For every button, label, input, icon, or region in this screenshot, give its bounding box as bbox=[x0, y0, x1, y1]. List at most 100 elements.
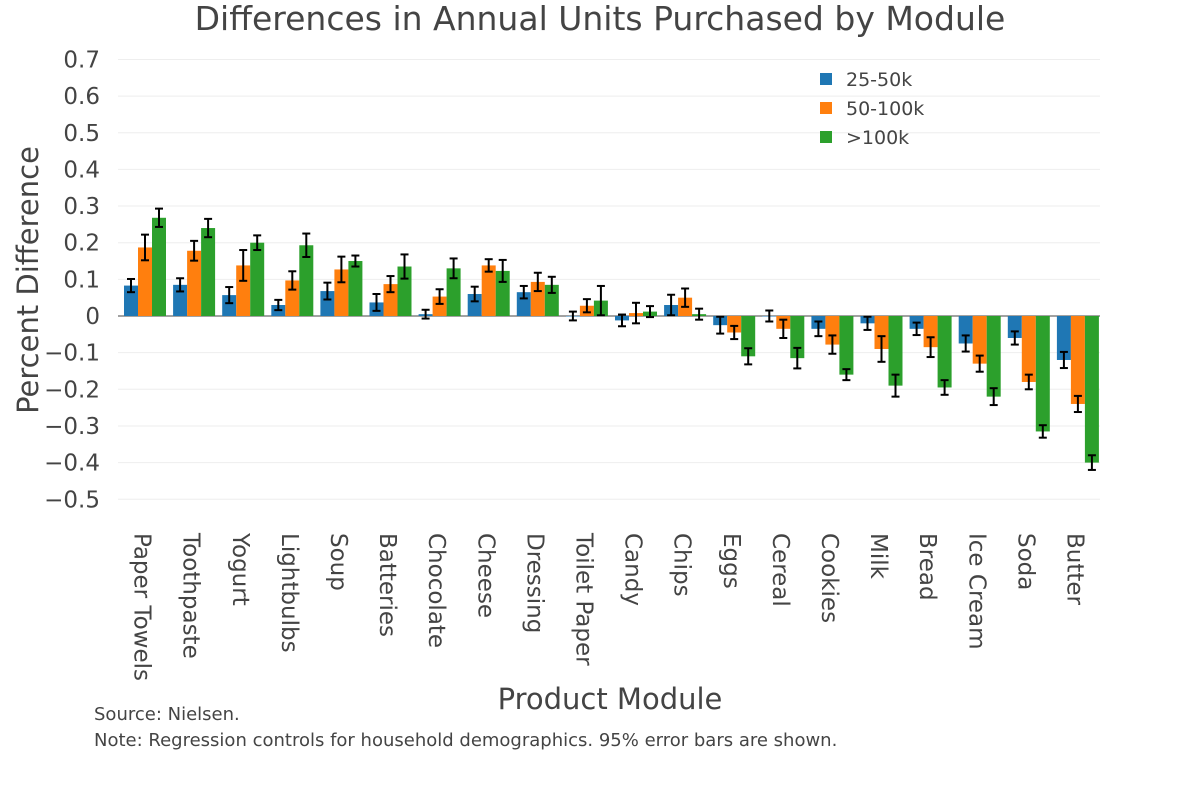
error-bar-bread-50-100k bbox=[926, 336, 935, 359]
x-tick-label-toothpaste: Toothpaste bbox=[178, 532, 204, 659]
error-bar-batteries-100k bbox=[400, 253, 409, 280]
error-bar-bread-25-50k bbox=[912, 321, 921, 337]
error-bar-yogurt-50-100k bbox=[239, 249, 248, 282]
error-bar-cookies-25-50k bbox=[814, 320, 823, 338]
error-bar-chocolate-100k bbox=[449, 257, 458, 280]
x-tick-label-chocolate: Chocolate bbox=[423, 533, 449, 648]
x-tick-label-cereal: Cereal bbox=[767, 533, 793, 607]
error-bar-cheese-25-50k bbox=[470, 285, 479, 303]
bar-soda-100k bbox=[1035, 316, 1050, 432]
error-bar-bread-100k bbox=[940, 379, 949, 396]
x-tick-label-butter: Butter bbox=[1061, 533, 1087, 606]
error-bar-butter-50-100k bbox=[1073, 394, 1082, 414]
error-bar-chocolate-50-100k bbox=[435, 288, 444, 305]
error-bar-toothpaste-50-100k bbox=[190, 239, 199, 262]
legend-swatch-25-50k bbox=[820, 73, 832, 85]
grid-lines bbox=[118, 58, 1100, 500]
x-tick-label-yogurt: Yogurt bbox=[227, 532, 253, 606]
x-axis-title: Product Module bbox=[498, 682, 723, 716]
error-bar-yogurt-100k bbox=[253, 234, 262, 252]
y-tick-label: 0.1 bbox=[63, 267, 100, 293]
legend: 25-50k 50-100k >100k bbox=[820, 69, 924, 149]
error-bar-cereal-25-50k bbox=[765, 309, 774, 323]
source-note: Source: Nielsen. bbox=[94, 704, 240, 725]
error-bar-dressing-25-50k bbox=[519, 284, 528, 300]
y-axis-title: Percent Difference bbox=[11, 146, 45, 414]
error-bar-ice-cream-25-50k bbox=[961, 334, 970, 353]
bar-ice-cream-25-50k bbox=[958, 316, 973, 344]
y-tick-label: −0.4 bbox=[44, 451, 100, 477]
bar-soup-50-100k bbox=[334, 269, 349, 316]
error-bar-butter-25-50k bbox=[1059, 350, 1068, 370]
error-bar-eggs-50-100k bbox=[730, 324, 739, 341]
bar-paper-towels-25-50k bbox=[124, 285, 138, 316]
y-tick-label: 0 bbox=[85, 304, 100, 330]
x-tick-label-ice-cream: Ice Cream bbox=[963, 533, 989, 650]
error-bar-yogurt-25-50k bbox=[225, 286, 234, 305]
bar-milk-100k bbox=[888, 316, 903, 386]
bar-soup-25-50k bbox=[320, 291, 335, 316]
error-bar-cheese-100k bbox=[498, 258, 507, 283]
bar-paper-towels-100k bbox=[152, 217, 166, 316]
error-bar-chips-50-100k bbox=[681, 287, 690, 308]
bar-milk-50-100k bbox=[874, 316, 889, 349]
bar-toothpaste-50-100k bbox=[187, 250, 202, 316]
x-tick-label-chips: Chips bbox=[669, 533, 695, 597]
error-bar-lightbulbs-100k bbox=[302, 232, 311, 258]
y-tick-label: 0.6 bbox=[63, 84, 100, 110]
legend-label-50-100k: 50-100k bbox=[846, 98, 924, 120]
bar-eggs-100k bbox=[741, 316, 756, 357]
bar-soda-25-50k bbox=[1007, 316, 1022, 338]
bar-chocolate-50-100k bbox=[432, 296, 447, 316]
bar-ice-cream-50-100k bbox=[972, 316, 987, 364]
error-bar-milk-100k bbox=[891, 373, 900, 398]
x-tick-label-eggs: Eggs bbox=[718, 533, 744, 589]
error-bar-eggs-25-50k bbox=[716, 315, 725, 335]
x-tick-label-milk: Milk bbox=[865, 533, 891, 580]
error-bar-candy-100k bbox=[646, 305, 654, 319]
x-tick-label-cookies: Cookies bbox=[816, 533, 842, 623]
bar-chocolate-100k bbox=[446, 268, 461, 316]
y-tick-label: 0.4 bbox=[63, 157, 100, 183]
error-bar-chips-25-50k bbox=[667, 293, 676, 317]
error-bar-ice-cream-100k bbox=[989, 387, 998, 407]
y-tick-label: 0.3 bbox=[63, 194, 100, 220]
bar-paper-towels-50-100k bbox=[138, 247, 152, 316]
bar-butter-100k bbox=[1084, 316, 1099, 463]
bar-butter-25-50k bbox=[1056, 316, 1071, 360]
x-tick-label-bread: Bread bbox=[914, 533, 940, 601]
bar-cheese-25-50k bbox=[467, 294, 482, 316]
error-bar-soda-25-50k bbox=[1010, 330, 1019, 346]
x-tick-label-cheese: Cheese bbox=[472, 533, 498, 618]
bar-butter-50-100k bbox=[1070, 316, 1085, 404]
error-bar-toilet-paper-25-50k bbox=[568, 310, 577, 322]
x-tick-label-lightbulbs: Lightbulbs bbox=[276, 533, 302, 653]
error-bar-chips-100k bbox=[695, 307, 704, 321]
error-bar-cereal-100k bbox=[793, 346, 802, 370]
error-bar-toothpaste-100k bbox=[204, 217, 213, 239]
legend-swatch-50-100k bbox=[820, 102, 832, 114]
x-tick-label-soup: Soup bbox=[325, 533, 351, 591]
bar-soup-100k bbox=[348, 261, 363, 316]
bar-yogurt-50-100k bbox=[236, 265, 251, 316]
y-tick-label: −0.3 bbox=[44, 414, 100, 440]
bar-yogurt-100k bbox=[250, 242, 265, 316]
error-bar-paper-towels-100k bbox=[155, 207, 163, 228]
x-axis-ticks: Paper Towels Toothpaste Yogurt Lightbulbs So… bbox=[129, 532, 1088, 681]
legend-label-100k-plus: >100k bbox=[846, 127, 909, 149]
error-bar-soup-50-100k bbox=[337, 255, 346, 284]
error-bar-dressing-50-100k bbox=[533, 271, 542, 293]
bar-soda-50-100k bbox=[1021, 316, 1036, 382]
error-bar-lightbulbs-25-50k bbox=[274, 298, 283, 312]
y-tick-label: −0.1 bbox=[44, 341, 100, 367]
error-bar-batteries-50-100k bbox=[386, 275, 395, 294]
bar-cookies-50-100k bbox=[825, 316, 840, 345]
error-bar-soda-100k bbox=[1038, 424, 1047, 439]
error-bar-cheese-50-100k bbox=[484, 258, 493, 273]
error-bar-toothpaste-25-50k bbox=[176, 277, 185, 293]
bar-yogurt-25-50k bbox=[222, 295, 237, 316]
bar-bread-100k bbox=[937, 316, 952, 388]
error-bar-candy-25-50k bbox=[618, 313, 626, 328]
error-bar-cookies-50-100k bbox=[828, 334, 837, 355]
